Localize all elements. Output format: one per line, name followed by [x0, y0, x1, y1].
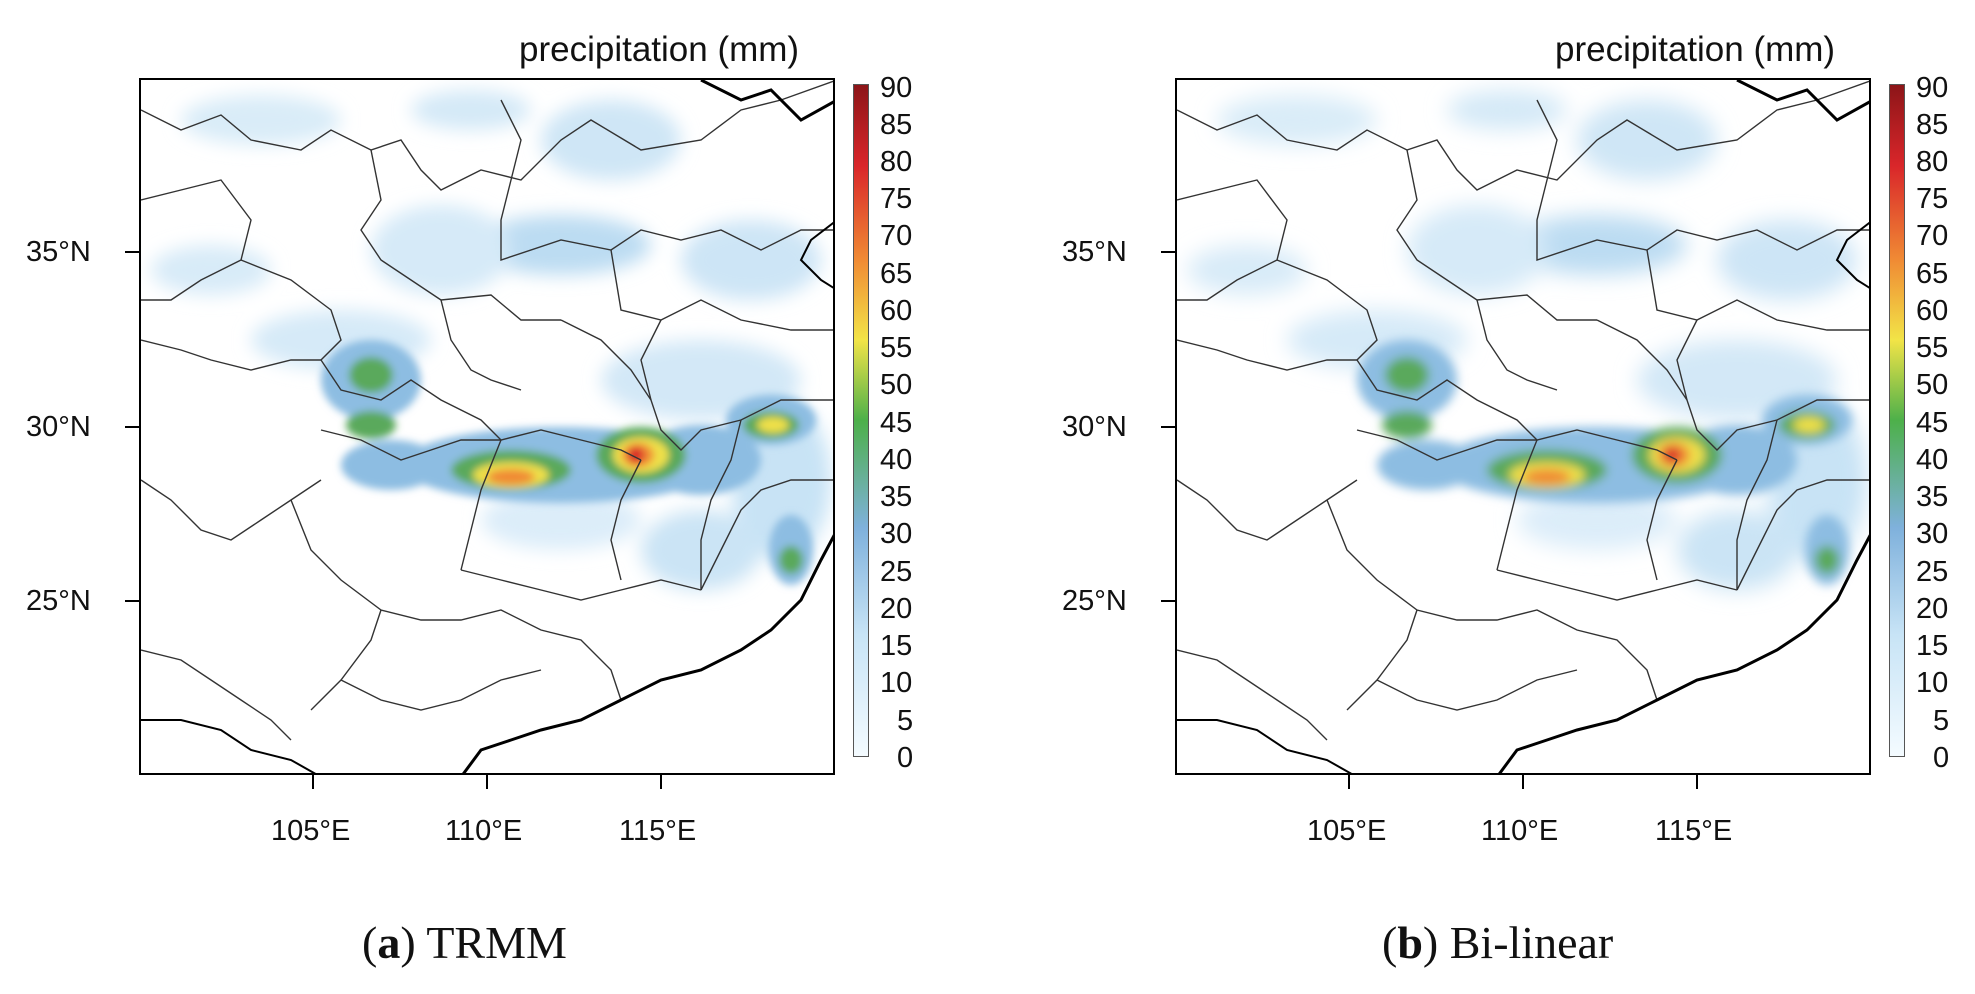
cb-label-20: 20: [1916, 593, 1949, 625]
cb-label-0: 0: [1933, 742, 1950, 774]
cb-label-25: 25: [880, 556, 913, 588]
panel-caption: (a) TRMM: [362, 917, 567, 968]
colorbar: [853, 84, 869, 757]
lon-label-105: 105°E: [1307, 815, 1387, 847]
cb-label-50: 50: [1916, 369, 1949, 401]
lat-label-35: 35°N: [1062, 236, 1127, 268]
cb-label-0: 0: [897, 742, 914, 774]
panel-a: precipitation (mm): [0, 0, 987, 994]
cb-label-20: 20: [880, 593, 913, 625]
colorbar-title: precipitation (mm): [1555, 30, 1836, 69]
axis-ticks-a: [125, 251, 662, 789]
panel-caption: (b) Bi-linear: [1382, 917, 1614, 968]
cb-label-90: 90: [880, 72, 913, 104]
province-boundaries: [1177, 80, 1869, 741]
province-boundaries: [141, 80, 833, 741]
panel-name: TRMM: [426, 917, 567, 968]
cb-label-45: 45: [1916, 407, 1949, 439]
panel-letter: b: [1397, 917, 1423, 968]
cb-label-70: 70: [880, 220, 913, 252]
cb-label-80: 80: [880, 146, 913, 178]
cb-label-30: 30: [1916, 518, 1949, 550]
lon-label-115: 115°E: [1655, 815, 1733, 847]
cb-label-85: 85: [880, 109, 913, 141]
cb-label-60: 60: [1916, 295, 1949, 327]
border-south: [1177, 719, 1352, 773]
cb-label-60: 60: [880, 295, 913, 327]
cb-label-15: 15: [1916, 630, 1949, 662]
cb-label-5: 5: [1933, 705, 1950, 737]
cb-label-35: 35: [1916, 481, 1949, 513]
cb-label-70: 70: [1916, 220, 1949, 252]
cb-label-45: 45: [880, 407, 913, 439]
lon-label-115: 115°E: [619, 815, 697, 847]
axis-ticks-b: [1161, 251, 1698, 789]
panel-name: Bi-linear: [1449, 917, 1614, 968]
cb-label-15: 15: [880, 630, 913, 662]
cb-label-80: 80: [1916, 146, 1949, 178]
lat-label-30: 30°N: [26, 411, 91, 443]
coastline: [1498, 534, 1869, 773]
cb-label-10: 10: [1916, 667, 1949, 699]
cb-label-5: 5: [897, 705, 914, 737]
coastline-east: [1835, 221, 1869, 289]
coastline: [462, 534, 833, 773]
map-svg: [1177, 80, 1869, 773]
lat-label-25: 25°N: [1062, 585, 1127, 617]
lat-label-30: 30°N: [1062, 411, 1127, 443]
cb-label-50: 50: [880, 369, 913, 401]
rain-band: [321, 340, 816, 585]
precip-map: [139, 78, 835, 775]
lat-label-35: 35°N: [26, 236, 91, 268]
cb-label-10: 10: [880, 667, 913, 699]
lon-label-110: 110°E: [1481, 815, 1559, 847]
lat-label-25: 25°N: [26, 585, 91, 617]
cb-label-40: 40: [880, 444, 913, 476]
colorbar: [1889, 84, 1905, 757]
cb-label-30: 30: [880, 518, 913, 550]
cb-label-90: 90: [1916, 72, 1949, 104]
map-svg: [141, 80, 833, 773]
coastline-north: [1736, 80, 1869, 122]
cb-label-40: 40: [1916, 444, 1949, 476]
cb-label-85: 85: [1916, 109, 1949, 141]
border-south: [141, 719, 316, 773]
cb-label-35: 35: [880, 481, 913, 513]
rain-band: [1357, 340, 1852, 585]
cb-label-55: 55: [880, 332, 913, 364]
cb-label-65: 65: [1916, 258, 1949, 290]
panel-b: precipitation (mm): [1036, 0, 1975, 994]
panel-letter: a: [377, 917, 401, 968]
coastline-east: [799, 221, 833, 289]
lon-label-110: 110°E: [445, 815, 523, 847]
colorbar-title: precipitation (mm): [519, 30, 800, 69]
precip-map: [1175, 78, 1871, 775]
cb-label-25: 25: [1916, 556, 1949, 588]
cb-label-75: 75: [1916, 183, 1949, 215]
cb-label-65: 65: [880, 258, 913, 290]
cb-label-55: 55: [1916, 332, 1949, 364]
lon-label-105: 105°E: [271, 815, 351, 847]
coastline-north: [700, 80, 833, 122]
cb-label-75: 75: [880, 183, 913, 215]
